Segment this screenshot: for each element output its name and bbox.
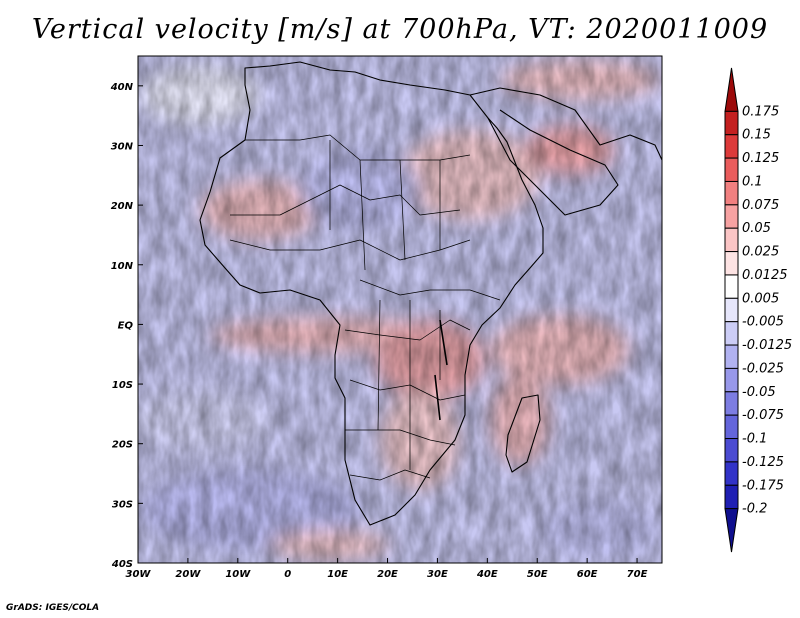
- colorbar-label: -0.125: [742, 455, 784, 470]
- colorbar-label: 0.0125: [742, 268, 788, 283]
- colorbar-swatch: [724, 414, 739, 440]
- x-tick-label: 10E: [327, 569, 348, 580]
- colorbar-label: 0.025: [742, 245, 779, 260]
- x-axis: 30W 20W 10W 0 10E 20E 30E 40E 50E 60E 70E: [126, 558, 648, 580]
- y-tick-label: 40N: [110, 82, 134, 93]
- colorbar-swatch: [724, 461, 739, 486]
- colorbar-swatch: [724, 204, 739, 229]
- colorbar-swatch: [724, 321, 739, 346]
- colorbar-label: 0.1: [742, 174, 763, 189]
- colorbar-label: -0.05: [742, 385, 776, 400]
- y-axis: 40N 30N 20N 10N EQ 10S 20S 30S 40S: [110, 82, 143, 570]
- colorbar-swatch: [724, 344, 739, 369]
- colorbar-label: 0.125: [742, 151, 779, 166]
- x-tick-label: 10W: [225, 569, 251, 580]
- colorbar-swatch: [724, 367, 739, 393]
- colorbar-label: 0.175: [742, 104, 779, 119]
- x-tick-label: 50E: [527, 569, 548, 580]
- x-tick-label: 60E: [577, 569, 598, 580]
- y-tick-label: EQ: [118, 320, 134, 331]
- y-tick-label: 30N: [111, 141, 134, 152]
- colorbar-label: -0.075: [742, 408, 784, 423]
- y-tick-label: 10N: [111, 261, 134, 272]
- x-tick-label: 0: [284, 569, 291, 580]
- colorbar-label: -0.175: [742, 478, 784, 493]
- colorbar-swatch: [724, 484, 739, 510]
- colorbar-swatch: [724, 274, 739, 299]
- coastlines-and-borders: [199, 61, 663, 526]
- colorbar-label: 0.005: [742, 291, 779, 306]
- colorbar-swatch: [724, 227, 739, 253]
- y-tick-label: 20S: [112, 440, 133, 451]
- x-tick-label: 30W: [126, 569, 152, 580]
- colorbar-swatch: [724, 508, 739, 553]
- x-tick-label: 40E: [476, 569, 498, 580]
- x-tick-label: 30E: [427, 569, 448, 580]
- velocity-field: [138, 56, 662, 563]
- y-tick-label: 40S: [111, 559, 133, 570]
- colorbar-label: -0.005: [742, 315, 784, 330]
- colorbar-swatch: [724, 251, 739, 276]
- x-tick-label: 20W: [175, 569, 201, 580]
- colorbar-swatch: [724, 134, 739, 159]
- y-tick-label: 30S: [112, 499, 133, 510]
- colorbar-swatch: [724, 157, 739, 182]
- colorbar-swatch: [724, 110, 739, 136]
- plot-frame: [137, 55, 663, 564]
- y-tick-label: 10S: [112, 380, 133, 391]
- colorbar-swatch: [724, 391, 739, 416]
- x-tick-label: 70E: [627, 569, 648, 580]
- colorbar-swatch: [724, 67, 739, 112]
- colorbar-swatch: [724, 438, 739, 463]
- y-tick-label: 20N: [111, 201, 134, 212]
- colorbar-label: -0.0125: [742, 338, 792, 353]
- map-title: Vertical velocity [m/s] at 700hPa, VT: 2…: [31, 14, 769, 45]
- colorbar-label: -0.025: [742, 361, 784, 376]
- colorbar-label: -0.2: [742, 502, 767, 517]
- x-tick-label: 20E: [377, 569, 398, 580]
- colorbar: 0.175 0.15 0.125 0.1 0.075 0.05 0.025 0.0125 0.0…: [724, 67, 792, 553]
- grads-credit: GrADS: IGES/COLA: [6, 603, 100, 613]
- colorbar-label: 0.075: [742, 198, 779, 213]
- colorbar-swatch: [724, 297, 739, 323]
- colorbar-label: 0.05: [742, 221, 771, 236]
- colorbar-swatch: [724, 180, 739, 206]
- colorbar-label: -0.1: [742, 432, 767, 447]
- colorbar-label: 0.15: [742, 128, 771, 143]
